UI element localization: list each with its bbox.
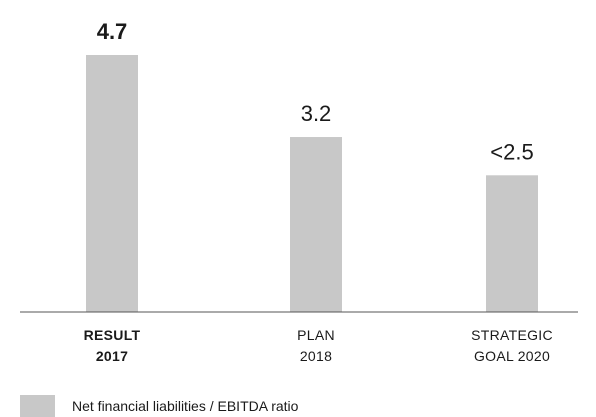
category-label-1-line-1: RESULT xyxy=(84,327,141,343)
value-label-3: <2.5 xyxy=(490,139,533,164)
category-label-2-line-2: 2018 xyxy=(300,348,332,364)
bar-3 xyxy=(486,175,538,312)
bar-2 xyxy=(290,137,342,312)
legend-swatch xyxy=(20,395,55,417)
legend-label: Net financial liabilities / EBITDA ratio xyxy=(72,398,299,414)
bar-1 xyxy=(86,55,138,312)
bars-group xyxy=(86,55,538,312)
category-label-3-line-1: STRATEGIC xyxy=(471,327,553,343)
category-label-2-line-1: PLAN xyxy=(297,327,335,343)
value-label-2: 3.2 xyxy=(301,101,332,126)
value-labels-group: 4.7 3.2 <2.5 xyxy=(97,19,534,164)
category-label-1-line-2: 2017 xyxy=(96,348,128,364)
value-label-1: 4.7 xyxy=(97,19,128,44)
category-labels-group: RESULT 2017 PLAN 2018 STRATEGIC GOAL 2020 xyxy=(84,327,553,364)
category-label-3-line-2: GOAL 2020 xyxy=(474,348,550,364)
legend: Net financial liabilities / EBITDA ratio xyxy=(20,395,299,417)
